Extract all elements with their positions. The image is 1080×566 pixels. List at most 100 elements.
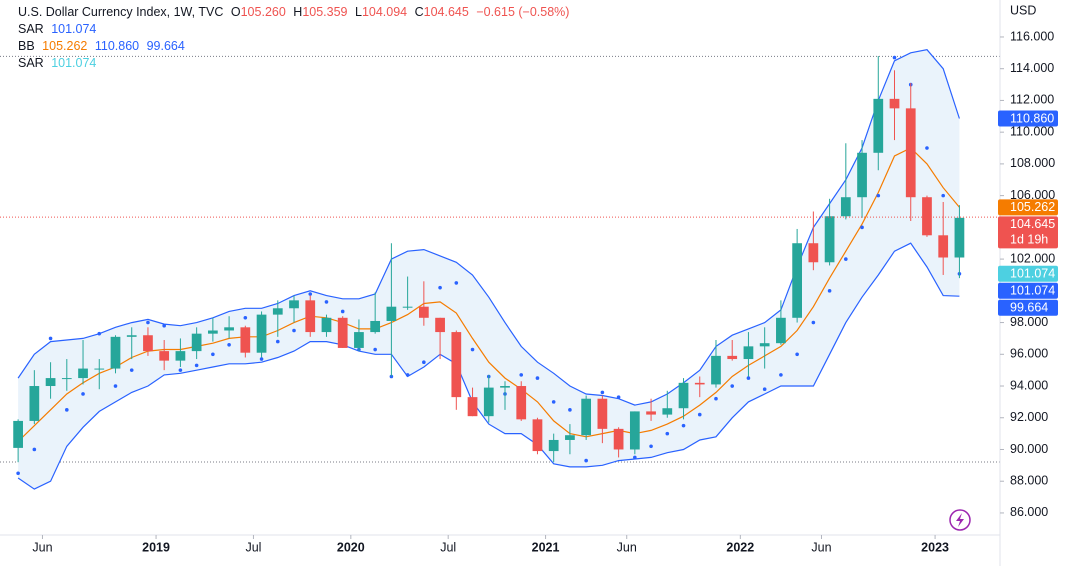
- x-tick-label: Jul: [245, 540, 261, 554]
- candle-body: [110, 336, 121, 369]
- sar-dot: [876, 193, 881, 198]
- sar-dot: [730, 384, 735, 388]
- sar-dot: [584, 458, 588, 463]
- sar-dot: [844, 257, 848, 261]
- candle-body: [94, 368, 105, 370]
- candle-body: [126, 335, 137, 337]
- candle-body: [175, 351, 186, 361]
- candle-body: [905, 108, 916, 198]
- candle-body: [78, 368, 88, 379]
- y-tick-label: 110.000: [1010, 124, 1054, 138]
- candle-body: [402, 306, 413, 308]
- x-tick-label: 2023: [921, 540, 949, 554]
- y-tick-label: 90.000: [1010, 442, 1048, 456]
- y-tick-label: 96.000: [1010, 347, 1048, 361]
- x-tick-label: 2021: [532, 540, 560, 554]
- price-badge-countdown: 1d 19h: [1010, 233, 1048, 247]
- sar-dot: [275, 339, 280, 344]
- candle-body: [321, 317, 332, 333]
- x-tick-label: 2019: [142, 540, 170, 554]
- change: −0.615 (−0.58%): [476, 5, 569, 19]
- candle-body: [467, 397, 478, 417]
- candle-body: [646, 411, 656, 415]
- sar-dot: [389, 374, 394, 379]
- candle-body: [483, 387, 494, 417]
- price-badge-label: 101.074: [1010, 284, 1055, 298]
- sar-dot: [292, 328, 296, 333]
- candle-body: [289, 300, 299, 309]
- sar-dot: [827, 289, 832, 293]
- sar-dot: [146, 320, 150, 325]
- ohlc-value: 105.260: [241, 5, 286, 19]
- candle-body: [256, 314, 267, 353]
- candle-body: [776, 317, 786, 344]
- sar-dot: [892, 55, 897, 60]
- indicator-name: SAR: [18, 56, 44, 70]
- sar-dot: [535, 376, 540, 380]
- price-badge-label: 99.664: [1010, 301, 1048, 315]
- sar-dot: [762, 387, 767, 391]
- header-line: U.S. Dollar Currency Index, 1W, TVC O105…: [18, 5, 569, 19]
- bb-fill: [18, 49, 960, 490]
- candle-body: [629, 411, 640, 450]
- candle-body: [143, 335, 153, 352]
- sar-dot: [259, 357, 264, 361]
- indicator-name: SAR: [18, 22, 44, 36]
- price-badge: [998, 110, 1058, 127]
- candle-body: [694, 382, 705, 385]
- sar-dot: [48, 336, 53, 341]
- sar-dot: [65, 408, 69, 412]
- candle-body: [597, 398, 608, 429]
- sar-dot: [194, 363, 199, 368]
- candle-body: [29, 386, 40, 421]
- candle-body: [159, 351, 170, 361]
- sar-dot: [470, 347, 475, 352]
- y-tick-label: 108.000: [1010, 156, 1055, 170]
- y-tick-label: 92.000: [1010, 410, 1048, 424]
- sar-dot: [779, 373, 783, 377]
- price-badge: [998, 199, 1058, 216]
- quick-action-icon[interactable]: [949, 509, 971, 531]
- sar-dot: [178, 368, 183, 372]
- sar-dot: [243, 315, 248, 320]
- sar-dot: [422, 360, 426, 365]
- x-tick-label: Jun: [32, 540, 52, 554]
- price-badge-label: 105.262: [1010, 200, 1055, 214]
- price-badge: [998, 282, 1058, 299]
- x-tick-label: 2022: [726, 540, 754, 554]
- candle-body: [613, 428, 624, 450]
- indicator-value: 110.860: [95, 39, 139, 53]
- price-badge: [998, 216, 1058, 249]
- candle-body: [824, 216, 835, 263]
- x-tick-label: Jun: [617, 540, 637, 554]
- candle-body: [581, 398, 592, 436]
- indicator-line[interactable]: SAR 101.074: [18, 22, 96, 36]
- candle-body: [662, 408, 673, 415]
- candle-body: [840, 197, 851, 217]
- candle-body: [922, 197, 932, 236]
- sar-dot: [600, 390, 605, 395]
- x-tick-label: 2020: [337, 540, 365, 554]
- bb-basis-line: [17, 147, 960, 442]
- sar-dot: [551, 400, 556, 404]
- candle-body: [386, 306, 397, 321]
- symbol-title: U.S. Dollar Currency Index, 1W, TVC: [18, 5, 223, 19]
- indicator-line[interactable]: BB 105.262 110.860 99.664: [18, 39, 185, 53]
- sar-dot: [129, 368, 134, 372]
- sar-dot: [811, 320, 816, 325]
- sar-dot: [227, 342, 231, 347]
- sar-dot: [211, 352, 215, 357]
- indicator-name: BB: [18, 39, 35, 53]
- y-tick-label: 106.000: [1010, 188, 1055, 202]
- sar-dot: [860, 225, 864, 230]
- candle-body: [435, 317, 445, 333]
- sar-dot: [795, 352, 799, 357]
- sar-dot: [454, 281, 459, 285]
- y-tick-label: 86.000: [1010, 505, 1048, 519]
- candle-body: [857, 152, 867, 198]
- candle-body: [548, 439, 559, 452]
- candle-body: [565, 435, 575, 440]
- x-tick-label: Jun: [811, 540, 831, 554]
- indicator-line[interactable]: SAR 101.074: [18, 56, 96, 70]
